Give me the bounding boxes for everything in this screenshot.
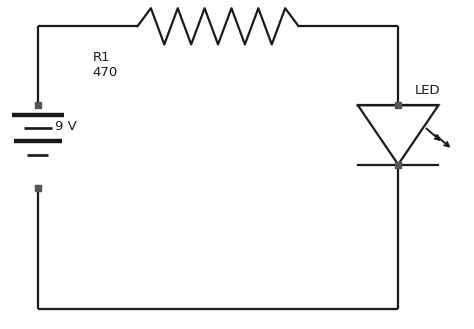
Point (394, 162, 402, 167)
Text: 9 V: 9 V (55, 120, 76, 133)
Point (34, 185, 42, 190)
Text: LED: LED (415, 84, 440, 97)
Text: R1
470: R1 470 (92, 51, 118, 79)
Point (34, 103, 42, 108)
Point (394, 103, 402, 108)
